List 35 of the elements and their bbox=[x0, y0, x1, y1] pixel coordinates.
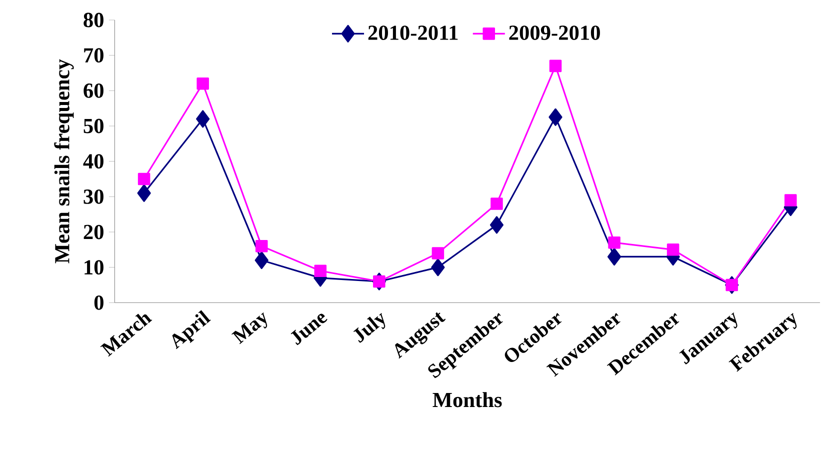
y-tick-label: 20 bbox=[84, 224, 104, 240]
point bbox=[666, 244, 680, 256]
y-tick-label: 80 bbox=[84, 12, 104, 28]
point bbox=[490, 198, 503, 210]
x-axis-title: Months bbox=[432, 392, 502, 408]
legend-label: 2009-2010 bbox=[509, 26, 600, 40]
point bbox=[196, 110, 210, 128]
x-tick-label: July bbox=[353, 313, 386, 343]
y-tick-label: 10 bbox=[84, 260, 104, 275]
point bbox=[255, 240, 268, 252]
y-tick-label: 40 bbox=[83, 154, 104, 169]
y-tick-label: 0 bbox=[94, 295, 104, 310]
y-tick-label: 30 bbox=[84, 189, 104, 204]
x-tick-label: May bbox=[232, 312, 268, 344]
y-axis-title: Mean snails frequency bbox=[54, 59, 74, 264]
point bbox=[784, 194, 797, 206]
y-tick-label: 60 bbox=[84, 83, 104, 98]
point bbox=[549, 60, 562, 72]
y-tick-label: 50 bbox=[84, 118, 104, 134]
point bbox=[137, 184, 151, 202]
x-tick-label: June bbox=[290, 314, 328, 346]
point bbox=[548, 108, 562, 126]
legend-label: 2010-2011 bbox=[368, 26, 458, 40]
point bbox=[314, 264, 327, 277]
point bbox=[490, 216, 504, 234]
point bbox=[373, 275, 386, 288]
point bbox=[726, 278, 738, 292]
point bbox=[254, 251, 268, 270]
point bbox=[608, 236, 620, 249]
y-tick-label: 70 bbox=[84, 48, 104, 63]
point bbox=[607, 248, 622, 266]
point bbox=[138, 172, 150, 186]
point bbox=[432, 247, 444, 260]
point bbox=[431, 258, 445, 276]
point bbox=[196, 77, 209, 90]
